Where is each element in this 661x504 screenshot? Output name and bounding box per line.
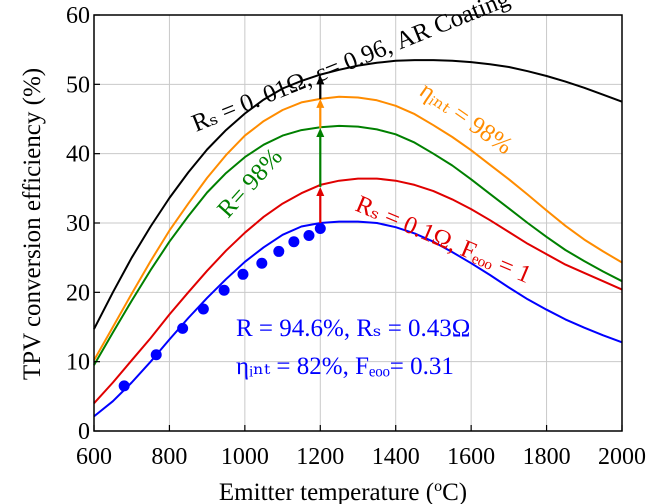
data-point (218, 284, 230, 296)
y-tick-label: 30 (66, 211, 90, 237)
y-tick-label: 20 (66, 280, 90, 306)
series-line-2 (93, 124, 623, 366)
annotation-red: Rₛ = 0.1Ω, Fₑₒₒ = 1 (352, 191, 535, 289)
data-point (303, 229, 315, 241)
annotation-green: R= 98% (212, 143, 288, 223)
arrow-head-2 (316, 98, 325, 108)
data-point (256, 257, 268, 269)
data-point (273, 245, 285, 257)
series-line-1 (93, 95, 623, 361)
annotation-blue-line1: R = 94.6%, Rₛ = 0.43Ω (236, 315, 470, 342)
x-tick-label: 1600 (447, 444, 495, 470)
annotation-blue-line2: ηᵢₙₜ = 82%, Fₑₒₒ= 0.31 (236, 353, 454, 380)
y-tick-label: 40 (66, 142, 90, 168)
data-point (314, 223, 326, 235)
data-point (118, 380, 130, 392)
data-point (177, 322, 189, 334)
x-tick-label: 1000 (221, 444, 269, 470)
arrow-head-1 (316, 128, 325, 138)
arrow-head-0 (316, 186, 325, 196)
y-tick-label: 50 (66, 72, 90, 98)
series-line-0 (93, 59, 623, 330)
data-point (150, 349, 162, 361)
data-point (197, 303, 209, 315)
tick-layer: 600 800 1000 1200 1400 1600 1800 2000 0 10 20 30 40 5… (66, 3, 646, 470)
arrow-layer (316, 75, 325, 229)
x-tick-label: 1800 (523, 444, 571, 470)
y-axis-label: TPV conversion efficiency (%) (19, 68, 46, 380)
arrow-head-3 (316, 75, 325, 85)
x-tick-label: 800 (151, 444, 187, 470)
y-tick-label: 10 (66, 350, 90, 376)
data-point (237, 268, 249, 280)
x-axis-label: Emitter temperature (oC) (219, 478, 467, 504)
series-line-3 (93, 177, 623, 404)
y-tick-label: 0 (78, 419, 90, 445)
series-layer (93, 59, 623, 418)
x-tick-label: 600 (76, 444, 112, 470)
x-tick-label: 1400 (372, 444, 420, 470)
y-tick-label: 60 (66, 3, 90, 29)
data-point (288, 236, 300, 248)
marker-layer (118, 223, 326, 392)
x-tick-label: 2000 (598, 444, 646, 470)
x-tick-label: 1200 (296, 444, 344, 470)
